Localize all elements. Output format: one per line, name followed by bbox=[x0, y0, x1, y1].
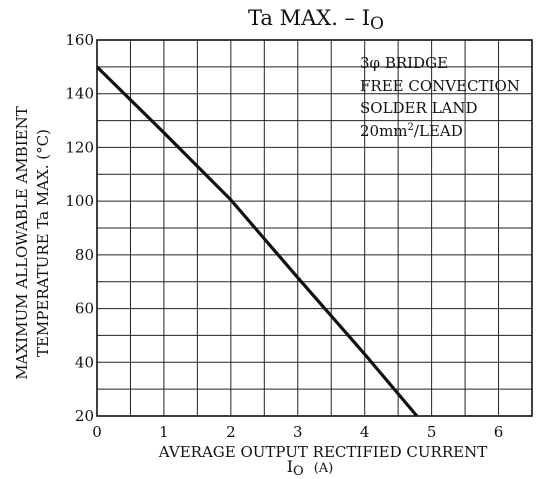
x-tick-label: 3 bbox=[293, 423, 303, 441]
chart-title: Ta MAX. – IO bbox=[248, 6, 384, 34]
x-tick-label: 0 bbox=[92, 423, 102, 441]
y-tick-label: 20 bbox=[75, 407, 94, 425]
y-axis-label-2: TEMPERATURE Ta MAX. (°C) bbox=[34, 129, 52, 357]
annotation-line-4: 20mm2/LEAD bbox=[360, 122, 463, 140]
x-axis-label: AVERAGE OUTPUT RECTIFIED CURRENT bbox=[158, 443, 487, 461]
series-line-1 bbox=[95, 65, 419, 418]
annotation-line-2: FREE CONVECTION bbox=[360, 77, 520, 95]
y-tick-label: 120 bbox=[65, 138, 94, 156]
grid bbox=[96, 39, 533, 417]
x-tick-label: 4 bbox=[360, 423, 370, 441]
annotation-line-1: 3φ BRIDGE bbox=[360, 54, 448, 72]
x-tick-label: 2 bbox=[226, 423, 236, 441]
series-layer bbox=[95, 65, 419, 418]
x-tick-label: 6 bbox=[494, 423, 504, 441]
y-tick-label: 80 bbox=[75, 246, 94, 264]
plot-area-frame bbox=[96, 39, 533, 417]
y-tick-label: 100 bbox=[65, 192, 94, 210]
y-tick-label: 40 bbox=[75, 353, 94, 371]
tick-labels: 0 1 2 3 4 5 6 20 40 60 80 100 120 140 160 bbox=[65, 31, 503, 441]
x-tick-label: 5 bbox=[427, 423, 437, 441]
y-tick-label: 60 bbox=[75, 300, 94, 318]
x-tick-label: 1 bbox=[159, 423, 169, 441]
y-tick-label: 140 bbox=[65, 85, 94, 103]
y-tick-label: 160 bbox=[65, 31, 94, 49]
annotation-line-3: SOLDER LAND bbox=[360, 99, 478, 117]
x-axis-unit-label: IO (A) bbox=[287, 457, 334, 479]
y-axis-label: MAXIMUM ALLOWABLE AMBIENT bbox=[13, 106, 31, 379]
